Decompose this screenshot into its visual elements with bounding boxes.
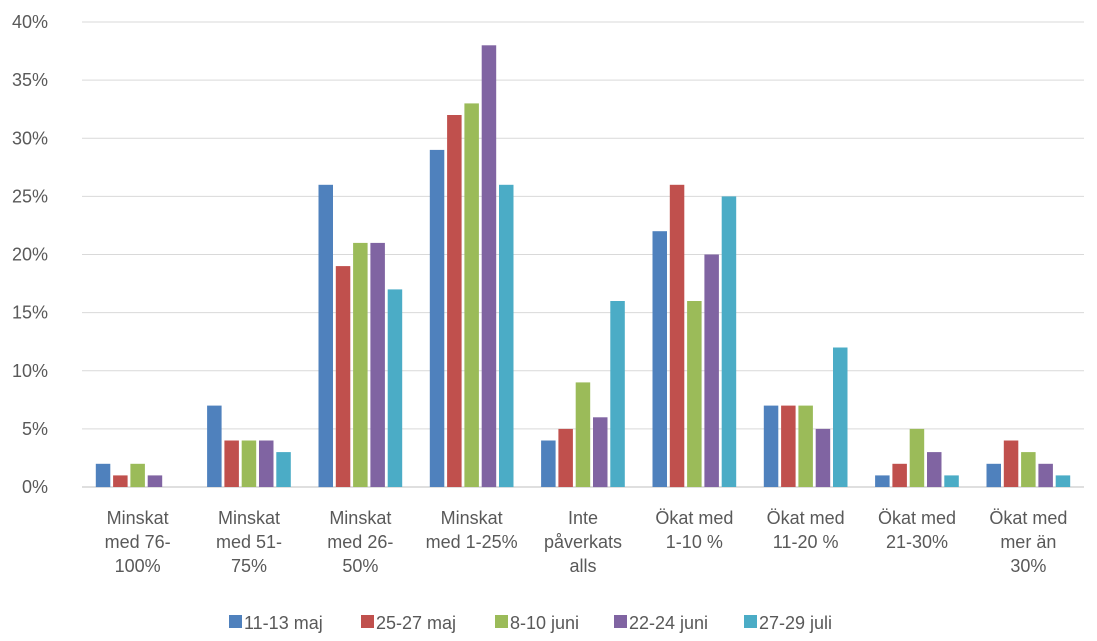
- legend-label: 8-10 juni: [510, 613, 579, 633]
- bar: [370, 242, 385, 487]
- bar: [1003, 440, 1019, 487]
- y-tick-label: 10%: [12, 361, 48, 381]
- y-tick-label: 25%: [12, 186, 48, 206]
- bar: [353, 242, 368, 487]
- bar: [464, 103, 479, 488]
- legend-swatch: [495, 615, 508, 628]
- y-tick-label: 5%: [22, 419, 48, 439]
- bar: [276, 452, 291, 487]
- x-category-label: Minskat med 51-75%: [216, 508, 282, 576]
- legend-label: 25-27 maj: [376, 613, 456, 633]
- legend-swatch: [744, 615, 757, 628]
- bar: [721, 196, 737, 487]
- bar: [687, 301, 702, 487]
- y-tick-label: 0%: [22, 477, 48, 497]
- legend-swatch: [229, 615, 242, 628]
- x-axis-categories: Minskat med 76-100% Minskat med 51-75% Minsk…: [105, 508, 1068, 576]
- bar: [927, 452, 942, 487]
- bar: [669, 184, 685, 488]
- y-tick-label: 30%: [12, 128, 48, 148]
- bar: [593, 417, 608, 488]
- x-category-label: Ökat med 11-20 %: [767, 508, 845, 552]
- bar: [318, 184, 333, 488]
- legend-swatch: [361, 615, 374, 628]
- y-tick-label: 40%: [12, 12, 48, 32]
- bar: [113, 475, 128, 487]
- bar: [1055, 475, 1071, 487]
- bar: [335, 266, 351, 487]
- bar: [833, 347, 848, 487]
- legend-label: 22-24 juni: [629, 613, 708, 633]
- bar: [575, 382, 591, 487]
- x-category-label: Minskat med 26-50%: [327, 508, 393, 576]
- x-category-label: Ökat med 1-10 %: [655, 508, 733, 552]
- bar: [763, 405, 779, 487]
- legend: 11-13 maj 25-27 maj 8-10 juni 22-24 juni 27-…: [229, 613, 832, 633]
- y-tick-label: 15%: [12, 303, 48, 323]
- bar: [241, 440, 257, 487]
- bar: [447, 115, 462, 487]
- bar: [909, 428, 925, 487]
- bar: [610, 301, 625, 487]
- bar: [499, 184, 514, 488]
- bar: [986, 463, 1001, 488]
- legend-label: 27-29 juli: [759, 613, 832, 633]
- bar: [259, 440, 274, 487]
- legend-swatch: [614, 615, 627, 628]
- x-category-label: Inte påverkats alls: [544, 508, 622, 576]
- bar: [541, 440, 556, 487]
- bar: [207, 405, 222, 487]
- bar: [95, 463, 111, 488]
- bars: [95, 45, 1071, 488]
- y-axis-ticks: 0% 5% 10% 15% 20% 25% 30% 35% 40%: [12, 12, 48, 497]
- bar: [781, 405, 796, 487]
- bar: [147, 475, 163, 487]
- x-category-label: Minskat med 1-25%: [426, 508, 518, 552]
- bar: [130, 463, 145, 488]
- bar: [387, 289, 403, 487]
- bar: [481, 45, 497, 488]
- legend-label: 11-13 maj: [244, 613, 323, 633]
- x-category-label: Ökat med mer än 30%: [989, 508, 1067, 576]
- bar: [944, 475, 959, 487]
- bar: [875, 475, 890, 487]
- bar: [798, 405, 813, 487]
- bar: [1038, 463, 1053, 488]
- gridlines: [82, 21, 1084, 488]
- x-category-label: Ökat med 21-30%: [878, 508, 956, 552]
- x-category-label: Minskat med 76-100%: [105, 508, 171, 576]
- bar: [558, 428, 573, 487]
- bar: [704, 254, 719, 487]
- bar: [429, 149, 445, 487]
- y-tick-label: 20%: [12, 245, 48, 265]
- bar: [1021, 452, 1036, 487]
- bar: [224, 440, 239, 487]
- y-tick-label: 35%: [12, 70, 48, 90]
- bar: [815, 428, 831, 487]
- bar: [652, 231, 667, 487]
- bar: [892, 463, 907, 488]
